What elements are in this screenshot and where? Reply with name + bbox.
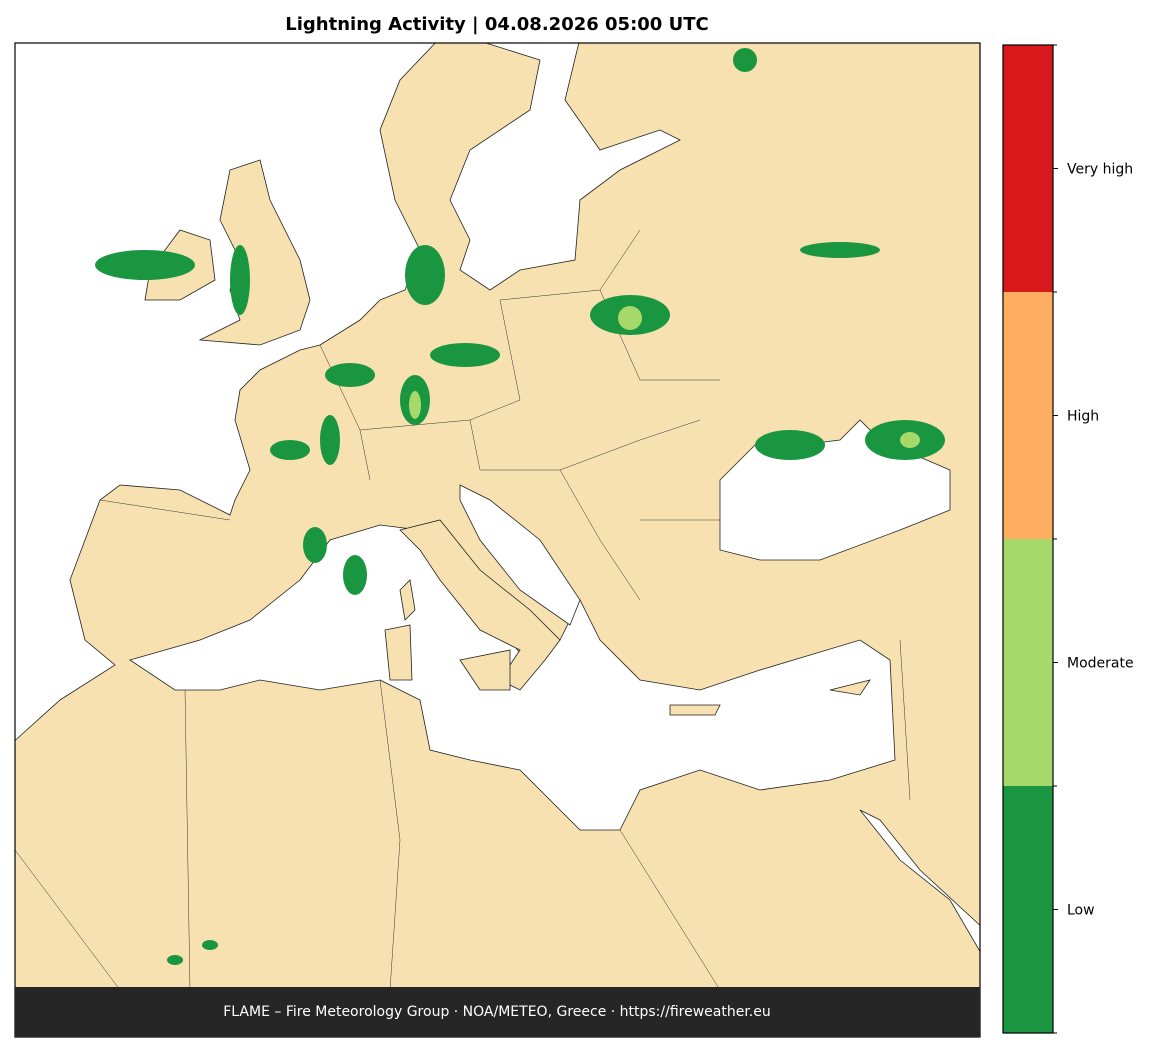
legend-label: Very high bbox=[1067, 162, 1133, 178]
sicily bbox=[459, 649, 511, 691]
legend-label: High bbox=[1067, 409, 1099, 425]
map: FLAME – Fire Meteorology Group · NOA/MET… bbox=[14, 42, 981, 1038]
red-sea bbox=[859, 809, 980, 953]
crete bbox=[669, 704, 721, 716]
cyprus bbox=[829, 679, 871, 696]
italy bbox=[399, 519, 561, 691]
legend-label: Low bbox=[1067, 903, 1095, 919]
atlantic bbox=[15, 43, 436, 742]
map-title: Lightning Activity | 04.08.2026 05:00 UT… bbox=[285, 14, 708, 35]
footer-bar bbox=[15, 987, 980, 1037]
legend-swatch bbox=[1003, 45, 1053, 292]
sardinia bbox=[384, 624, 413, 681]
baltic bbox=[449, 43, 681, 291]
colorbar: Low Moderate High Very high bbox=[1002, 44, 1134, 1034]
legend-swatch bbox=[1003, 539, 1053, 786]
legend-swatch bbox=[1003, 292, 1053, 539]
footer-text: FLAME – Fire Meteorology Group · NOA/MET… bbox=[223, 1004, 771, 1020]
legend-label: Moderate bbox=[1067, 656, 1134, 672]
corsica bbox=[399, 579, 416, 621]
legend-frame bbox=[1002, 44, 1054, 1034]
lightning-cells bbox=[95, 48, 945, 965]
great-britain bbox=[198, 159, 311, 346]
borders bbox=[15, 229, 911, 991]
legend-swatch bbox=[1003, 786, 1053, 1033]
adriatic bbox=[459, 484, 581, 626]
